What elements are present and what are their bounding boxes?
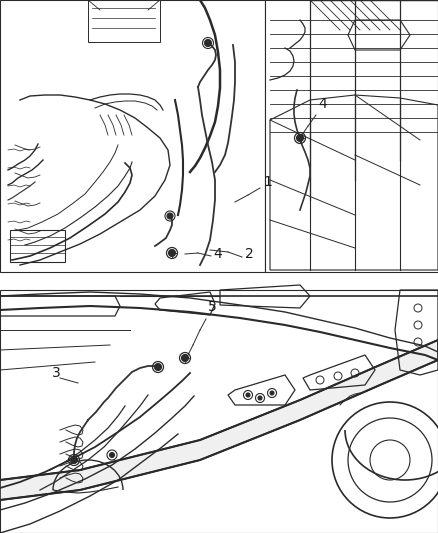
Text: 2: 2: [245, 247, 254, 261]
Bar: [265, 0, 438, 272]
Bar: [10, 230, 65, 262]
Text: 4: 4: [318, 97, 327, 111]
Circle shape: [258, 396, 262, 400]
Circle shape: [205, 39, 212, 46]
Bar: [0, 0, 265, 272]
Circle shape: [270, 391, 274, 395]
Circle shape: [167, 213, 173, 219]
Polygon shape: [0, 340, 438, 500]
Circle shape: [110, 453, 114, 457]
Circle shape: [246, 393, 250, 397]
Circle shape: [71, 456, 78, 464]
Circle shape: [181, 354, 188, 361]
Text: 5: 5: [208, 300, 217, 314]
Text: 1: 1: [263, 175, 272, 189]
Bar: [88, 0, 160, 42]
Text: 4: 4: [213, 247, 222, 261]
Circle shape: [297, 134, 304, 141]
Text: 3: 3: [52, 366, 61, 380]
Circle shape: [169, 249, 176, 256]
Circle shape: [155, 364, 162, 370]
Bar: [0, 290, 438, 533]
